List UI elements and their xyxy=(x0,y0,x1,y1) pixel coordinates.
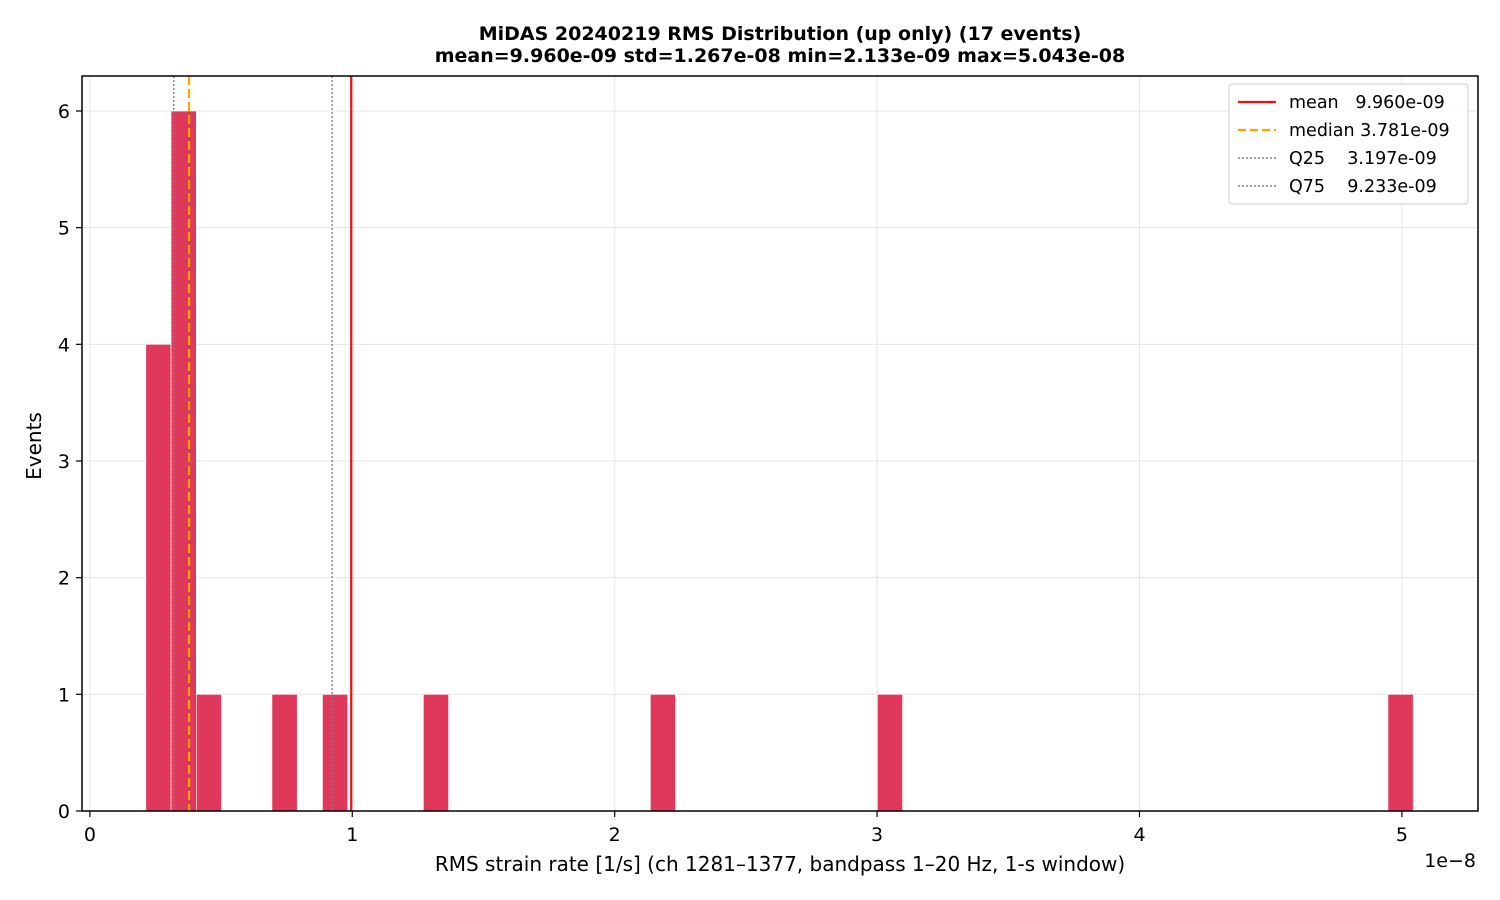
y-tick-label: 4 xyxy=(58,334,70,356)
x-tick-label: 1 xyxy=(346,824,358,846)
x-tick-label: 0 xyxy=(84,824,96,846)
x-tick-label: 3 xyxy=(871,824,883,846)
histogram-bar xyxy=(877,694,903,812)
x-tick-label: 5 xyxy=(1396,824,1408,846)
chart-title: MiDAS 20240219 RMS Distribution (up only… xyxy=(479,23,1082,45)
y-axis-label: Events xyxy=(22,412,46,480)
y-tick-label: 2 xyxy=(58,568,70,590)
legend-label-q75: Q75 9.233e-09 xyxy=(1289,177,1437,197)
histogram-bar xyxy=(1387,694,1414,812)
plot-frame xyxy=(81,75,1479,812)
x-tick-label: 2 xyxy=(609,824,621,846)
x-axis: 0 1 2 3 4 5 xyxy=(84,811,1408,846)
y-tick-label: 0 xyxy=(58,801,70,823)
legend-label-median: median 3.781e-09 xyxy=(1289,121,1450,141)
x-axis-label: RMS strain rate [1/s] (ch 1281–1377, ban… xyxy=(435,852,1125,876)
histogram-bar xyxy=(196,694,222,812)
legend: mean 9.960e-09 median 3.781e-09 Q25 3.197e… xyxy=(1228,83,1469,205)
histogram-bar xyxy=(423,694,449,812)
chart-subtitle: mean=9.960e-09 std=1.267e-08 min=2.133e-… xyxy=(435,45,1126,67)
y-tick-label: 3 xyxy=(58,451,70,473)
histogram-bar xyxy=(322,694,348,812)
y-tick-label: 1 xyxy=(58,684,70,706)
x-axis-offset-label: 1e−8 xyxy=(1424,850,1476,872)
histogram-bars xyxy=(145,110,1414,812)
y-axis: 0 1 2 3 4 5 6 xyxy=(58,101,82,823)
y-tick-label: 5 xyxy=(58,218,70,240)
x-tick-label: 4 xyxy=(1133,824,1145,846)
histogram-bar xyxy=(145,344,172,812)
histogram-bar xyxy=(271,694,298,812)
histogram-bar xyxy=(170,110,197,812)
legend-label-mean: mean 9.960e-09 xyxy=(1289,93,1445,113)
legend-box xyxy=(1228,83,1469,205)
y-tick-label: 6 xyxy=(58,101,70,123)
histogram-bar xyxy=(650,694,676,812)
reference-lines xyxy=(173,76,353,811)
legend-label-q25: Q25 3.197e-09 xyxy=(1289,149,1437,169)
